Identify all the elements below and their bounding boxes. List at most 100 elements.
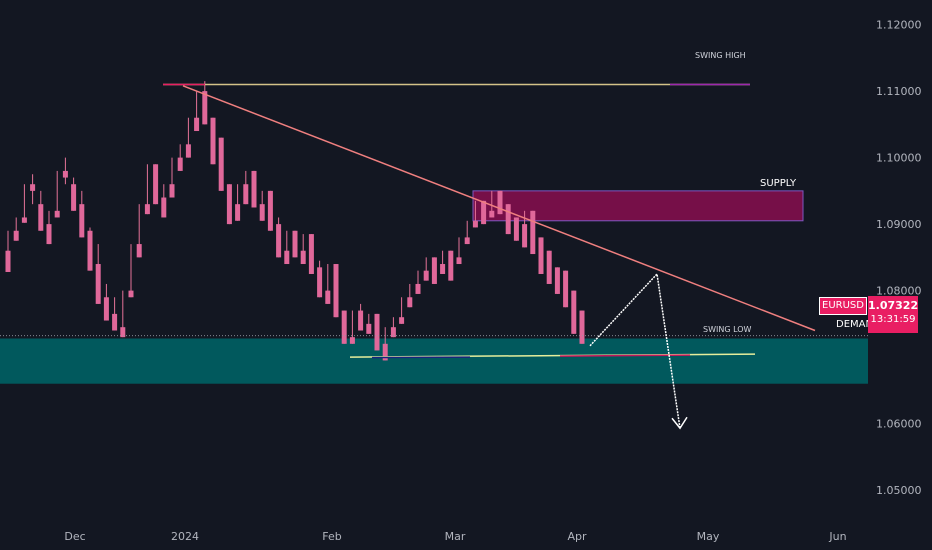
candle-body [300, 250, 306, 265]
candle-body [30, 184, 36, 191]
candle-body [538, 237, 544, 274]
candle-body [440, 264, 446, 274]
candle-body [407, 297, 413, 308]
candle-body [456, 257, 462, 265]
x-tick-label: May [697, 530, 720, 543]
candle-body [79, 204, 85, 238]
candle-body [210, 117, 216, 165]
y-tick-label: 1.08000 [876, 285, 922, 298]
candle-body [448, 250, 454, 281]
candle-body [194, 117, 200, 132]
candle-body [161, 197, 167, 218]
candle-body [276, 224, 282, 258]
candle-body [317, 267, 323, 298]
candle-body [464, 237, 470, 245]
y-tick-label: 1.06000 [876, 418, 922, 431]
candle-body [530, 210, 536, 255]
candle-body [546, 250, 552, 284]
candle-body [259, 204, 265, 221]
candle-body [235, 204, 241, 221]
candle-body [226, 184, 232, 225]
last-price-value: 1.07322 [868, 299, 919, 312]
candle-body [177, 157, 183, 171]
candle-body [513, 217, 519, 241]
candle-body [325, 290, 331, 304]
symbol-badge: EURUSD [819, 297, 867, 315]
candle-body [103, 297, 109, 321]
candle-body [202, 91, 208, 125]
y-tick-label: 1.05000 [876, 484, 922, 497]
candle-body [415, 283, 421, 294]
candle-body [554, 267, 560, 294]
candle-body [46, 224, 52, 245]
candle-body [497, 190, 503, 215]
y-tick-label: 1.12000 [876, 19, 922, 32]
candle-body [153, 164, 159, 205]
candle-body [62, 170, 68, 178]
last-price-badge: 1.07322 13:31:59 [868, 296, 918, 333]
candle-body [399, 317, 405, 324]
candle-body [571, 290, 577, 334]
swing-low-segment [559, 354, 691, 357]
candle-body [95, 264, 101, 304]
candle-body [349, 337, 355, 344]
projection-arrowhead [671, 416, 688, 430]
candle-body [112, 313, 118, 331]
y-tick-label: 1.11000 [876, 85, 922, 98]
candle-body [284, 250, 290, 265]
candle-body [128, 290, 134, 298]
time-axis[interactable]: Dec 2024 Feb Mar Apr May Jun [64, 530, 846, 543]
candle-body [579, 310, 585, 344]
x-tick-label: Jun [828, 530, 846, 543]
price-axis[interactable]: 1.12000 1.11000 1.10000 1.09000 1.08000 1.060… [876, 19, 922, 497]
candle-body [218, 137, 224, 191]
demand-zone-label: DEMAND [836, 319, 870, 330]
candle-body [423, 270, 429, 281]
candle-body [382, 343, 388, 361]
candle-body [21, 217, 27, 223]
downtrend-line [182, 85, 816, 332]
candle-body [87, 230, 93, 271]
bar-countdown: 13:31:59 [870, 314, 916, 325]
candle-body [267, 190, 273, 231]
x-tick-label: Mar [445, 530, 466, 543]
candle-body [563, 270, 569, 308]
candle-body [333, 264, 339, 318]
swing-low-label: SWING LOW [703, 325, 752, 334]
candle-body [251, 170, 257, 208]
candle-body [341, 310, 347, 344]
candle-body [38, 204, 44, 231]
x-tick-label: 2024 [171, 530, 199, 543]
y-tick-label: 1.09000 [876, 218, 922, 231]
candle-body [390, 327, 396, 338]
supply-zone-label: SUPPLY [760, 178, 797, 189]
zones-layer [0, 190, 868, 384]
projection-path [589, 272, 681, 429]
candle-body [366, 323, 372, 334]
candle-body [308, 234, 314, 274]
candle-body [522, 224, 528, 248]
candle-body [169, 184, 175, 198]
candle-body [358, 310, 364, 331]
candle-body [136, 244, 142, 258]
swing-high-label: SWING HIGH [695, 51, 746, 60]
candle-body [431, 257, 437, 284]
candle-body [374, 313, 380, 351]
candle-body [5, 250, 11, 272]
candle-body [489, 210, 495, 218]
x-tick-label: Dec [64, 530, 85, 543]
candle-body [120, 327, 126, 338]
drawings-layer [0, 83, 868, 430]
supply-zone [472, 190, 804, 222]
candle-body [13, 230, 19, 241]
x-tick-label: Feb [322, 530, 341, 543]
candle-body [185, 144, 191, 158]
demand-zone [0, 338, 868, 384]
candle-body [292, 230, 298, 258]
candle-body [481, 200, 487, 225]
candle-body [54, 210, 60, 218]
y-tick-label: 1.10000 [876, 152, 922, 165]
candle-body [505, 204, 511, 235]
swing-low-segment [371, 356, 471, 359]
